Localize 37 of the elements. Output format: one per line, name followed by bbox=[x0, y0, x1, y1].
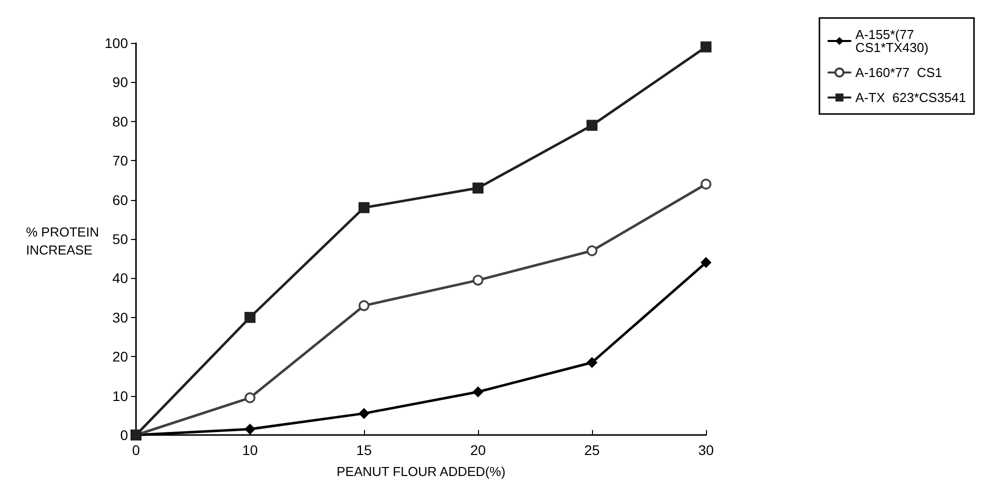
point bbox=[244, 392, 256, 404]
y-tick-label: 0 bbox=[120, 427, 128, 443]
y-tick-label: 40 bbox=[112, 270, 128, 286]
y-tick-label: 20 bbox=[112, 348, 128, 365]
y-tick-label: 70 bbox=[112, 152, 128, 169]
x-tick-label: 15 bbox=[356, 442, 372, 458]
point bbox=[586, 356, 598, 368]
x-tick-label: 30 bbox=[698, 442, 714, 458]
point bbox=[700, 178, 712, 190]
point bbox=[358, 300, 370, 312]
legend-label: A-160*77 CS1 bbox=[855, 65, 942, 80]
point bbox=[700, 257, 712, 268]
point bbox=[700, 41, 712, 52]
y-tick-label: 50 bbox=[112, 231, 128, 247]
point bbox=[472, 274, 484, 286]
point bbox=[244, 312, 256, 323]
x-tick-label: 10 bbox=[242, 442, 258, 458]
legend-label: A-155*(77 CS1*TX430) bbox=[855, 27, 928, 55]
y-tick-label: 100 bbox=[104, 35, 128, 51]
x-tick-label: 25 bbox=[584, 442, 600, 458]
point bbox=[358, 202, 370, 214]
y-axis-title: % PROTEIN INCREASE bbox=[26, 224, 103, 258]
point bbox=[358, 408, 370, 419]
point bbox=[472, 386, 484, 398]
x-tick-label: 20 bbox=[470, 442, 486, 458]
x-axis-title: PEANUT FLOUR ADDED(%) bbox=[336, 464, 506, 479]
x-tick-label: 0 bbox=[132, 442, 140, 458]
y-tick-label: 30 bbox=[112, 309, 128, 326]
point bbox=[586, 245, 598, 256]
y-tick-label: 10 bbox=[112, 388, 128, 404]
y-tick-label: 60 bbox=[112, 192, 128, 208]
y-tick-label: 80 bbox=[112, 113, 128, 130]
point bbox=[586, 120, 598, 131]
y-tick-label: 90 bbox=[112, 74, 128, 90]
point bbox=[472, 182, 484, 194]
legend-label: A-TX 623*CS3541 bbox=[855, 90, 966, 105]
point bbox=[244, 424, 256, 435]
